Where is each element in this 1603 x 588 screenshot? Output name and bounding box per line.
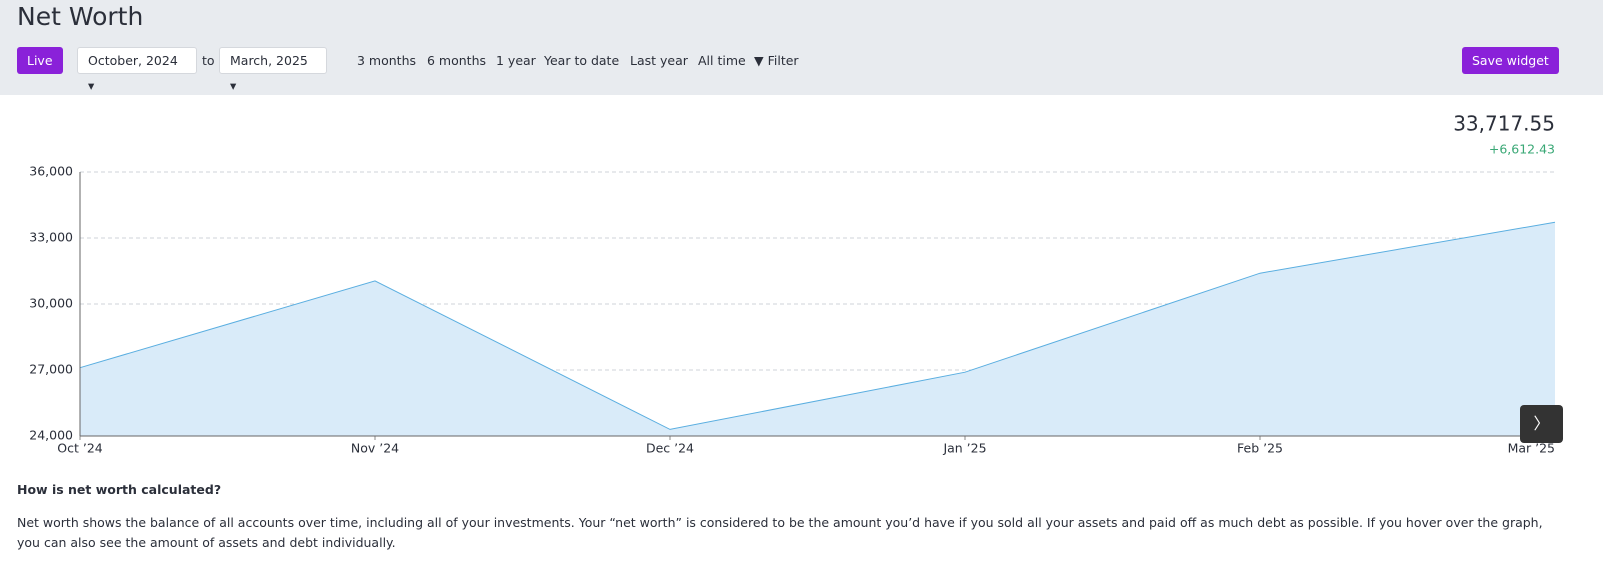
live-button[interactable]: Live <box>17 47 63 74</box>
from-text: October, 2024 <box>88 53 178 68</box>
range[interactable]: 1 year <box>496 53 536 68</box>
y-tick-label: 24,000 <box>29 428 73 443</box>
y-tick-label: 36,000 <box>29 164 73 179</box>
from-select[interactable]: October, 2024 ▾ <box>77 47 197 93</box>
area-line <box>79 221 1556 430</box>
x-tick-label: Mar ’25 <box>1508 441 1555 456</box>
y-tick-label: 30,000 <box>29 296 73 311</box>
x-tick-label: Oct ’24 <box>57 441 103 456</box>
next-button[interactable]: 〉 <box>1520 405 1563 443</box>
range[interactable]: Last year <box>630 53 688 68</box>
save-button[interactable]: Save widget <box>1462 47 1559 74</box>
x-tick-label: Nov ’24 <box>351 441 399 456</box>
y-tick-label: 33,000 <box>29 230 73 245</box>
info-heading: How is net worth calculated? <box>17 482 222 497</box>
to-label: to <box>202 53 215 68</box>
filter[interactable]: ▼ Filter <box>754 53 799 68</box>
x-tick-label: Feb ’25 <box>1237 441 1283 456</box>
range[interactable]: 3 months <box>357 53 417 68</box>
total-value: 33,717.55 <box>1453 112 1555 136</box>
x-tick-label: Dec ’24 <box>646 441 694 456</box>
x-tick-label: Jan ’25 <box>942 441 986 456</box>
area-fill <box>80 222 1555 436</box>
filter-text: Filter <box>767 53 799 68</box>
to-text: March, 2025 <box>230 53 308 68</box>
info-text: Net worth shows the balance of all accou… <box>17 515 1543 550</box>
range[interactable]: Year to date <box>544 53 620 68</box>
page-title: Net Worth <box>17 2 144 31</box>
y-tick-label: 27,000 <box>29 362 73 377</box>
to-select[interactable]: March, 2025 ▾ <box>219 47 327 93</box>
chart: 33,717.55 +6,612.43 24,000 27,000 30,000 33… <box>29 112 1556 456</box>
range[interactable]: 6 months <box>427 53 487 68</box>
range[interactable]: All time <box>698 53 746 68</box>
change-value: +6,612.43 <box>1489 142 1555 157</box>
header: Net Worth Live October, 2024 ▾ to March,… <box>0 0 1603 95</box>
